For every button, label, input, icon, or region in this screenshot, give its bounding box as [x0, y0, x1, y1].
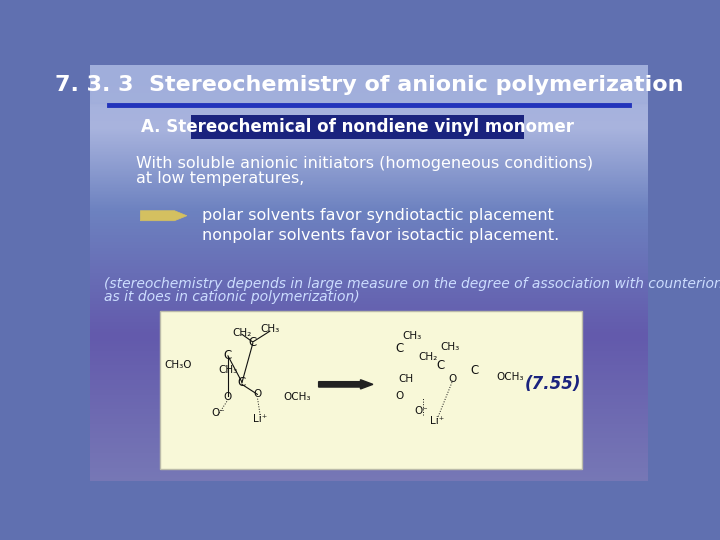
- Text: (stereochemistry depends in large measure on the degree of association with coun: (stereochemistry depends in large measur…: [104, 276, 720, 291]
- Text: 7. 3. 3  Stereochemistry of anionic polymerization: 7. 3. 3 Stereochemistry of anionic polym…: [55, 75, 683, 95]
- Text: O: O: [449, 374, 456, 384]
- Text: C: C: [224, 349, 232, 362]
- Bar: [90, 65, 648, 103]
- Text: Li⁺: Li⁺: [253, 414, 268, 424]
- Text: at low temperatures,: at low temperatures,: [137, 171, 305, 186]
- Text: A. Stereochemical of nondiene vinyl monomer: A. Stereochemical of nondiene vinyl mono…: [141, 118, 574, 136]
- Text: CH₃O: CH₃O: [165, 360, 192, 370]
- Bar: [191, 115, 524, 139]
- Text: CH: CH: [399, 374, 414, 384]
- Text: O: O: [224, 393, 232, 402]
- FancyArrow shape: [140, 211, 187, 221]
- Text: O: O: [253, 389, 261, 400]
- Bar: [160, 311, 582, 469]
- Text: nonpolar solvents favor isotactic placement.: nonpolar solvents favor isotactic placem…: [202, 228, 559, 243]
- Text: With soluble anionic initiators (homogeneous conditions): With soluble anionic initiators (homogen…: [137, 156, 593, 171]
- Text: C: C: [248, 335, 257, 348]
- Text: C: C: [396, 342, 404, 355]
- Text: C: C: [470, 364, 479, 377]
- FancyArrow shape: [319, 380, 373, 389]
- Text: O⁻: O⁻: [415, 406, 428, 416]
- Text: CH₃: CH₃: [260, 324, 279, 334]
- Text: polar solvents favor syndiotactic placement: polar solvents favor syndiotactic placem…: [202, 208, 554, 223]
- Text: OCH₃: OCH₃: [284, 393, 311, 402]
- Text: OCH₃: OCH₃: [496, 373, 523, 382]
- Text: O: O: [396, 391, 404, 401]
- Text: CH₂: CH₂: [418, 353, 438, 362]
- Text: as it does in cationic polymerization): as it does in cationic polymerization): [104, 291, 359, 305]
- Text: CH₂: CH₂: [233, 328, 251, 338]
- Text: Li⁺: Li⁺: [430, 416, 444, 426]
- Text: (7.55): (7.55): [524, 375, 581, 393]
- Text: CH₃: CH₃: [218, 366, 238, 375]
- Text: C: C: [436, 359, 444, 372]
- Text: CH₃: CH₃: [402, 331, 422, 341]
- Text: O⁻: O⁻: [211, 408, 225, 418]
- Text: CH₃: CH₃: [440, 342, 459, 353]
- Text: C: C: [238, 376, 246, 389]
